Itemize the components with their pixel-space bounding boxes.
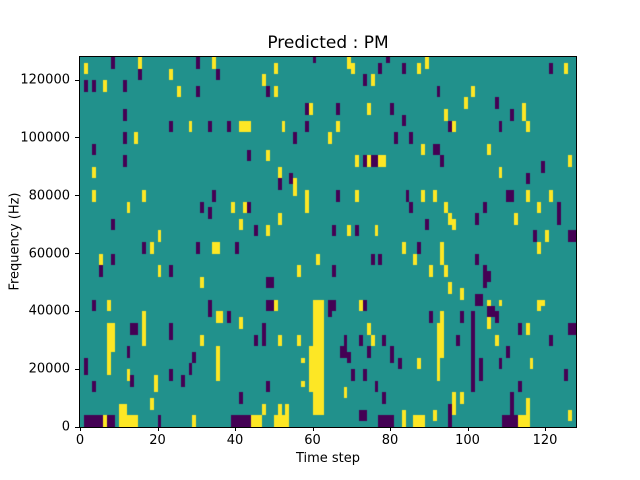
x-tick-mark xyxy=(467,427,469,431)
x-tick-mark xyxy=(312,427,314,431)
y-tick-label: 80000 xyxy=(28,188,70,204)
x-tick-mark xyxy=(545,427,546,431)
y-tick-mark xyxy=(75,195,79,197)
y-tick-label: 0 xyxy=(61,419,70,435)
x-tick-label: 40 xyxy=(226,433,244,448)
y-tick-mark xyxy=(75,253,79,255)
y-tick-label: 20000 xyxy=(28,361,70,377)
y-axis-label: Frequency (Hz) xyxy=(7,192,23,291)
y-tick-mark xyxy=(75,426,79,428)
y-tick-mark xyxy=(75,79,79,81)
x-tick-mark xyxy=(157,427,159,431)
x-tick-mark xyxy=(235,427,236,431)
x-tick-label: 80 xyxy=(381,433,399,448)
x-tick-label: 100 xyxy=(455,433,480,448)
y-tick-label: 40000 xyxy=(28,303,70,319)
x-axis-label: Time step xyxy=(295,451,361,466)
y-tick-label: 100000 xyxy=(20,130,70,146)
x-tick-label: 20 xyxy=(149,433,166,448)
y-tick-label: 120000 xyxy=(20,72,70,88)
x-tick-label: 0 xyxy=(75,433,85,448)
chart-title: Predicted : PM xyxy=(267,33,389,53)
x-tick-label: 60 xyxy=(304,433,321,448)
y-tick-mark xyxy=(75,310,79,312)
plot-area xyxy=(79,56,577,428)
x-tick-mark xyxy=(390,427,391,431)
y-tick-label: 60000 xyxy=(28,246,70,262)
y-tick-mark xyxy=(75,137,79,139)
y-tick-mark xyxy=(75,368,79,370)
x-tick-mark xyxy=(80,427,81,431)
heatmap-canvas xyxy=(80,57,576,427)
x-tick-label: 120 xyxy=(532,433,558,448)
